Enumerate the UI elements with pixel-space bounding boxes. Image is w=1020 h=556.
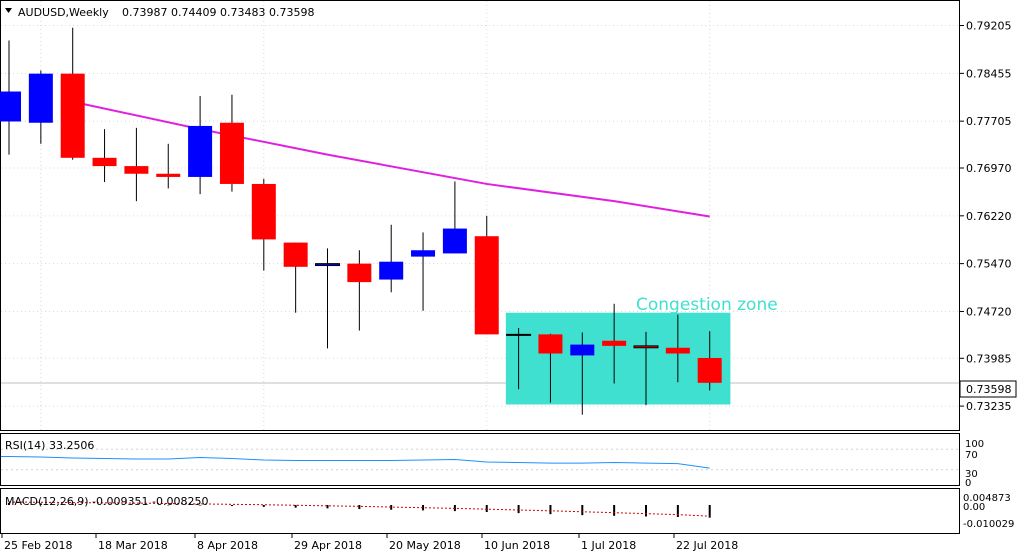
- x-tick-label: 10 Jun 2018: [484, 539, 550, 552]
- y-tick-label: 0.76220: [966, 210, 1012, 223]
- macd-layer: [8, 501, 711, 518]
- candle-body: [60, 73, 85, 158]
- x-tick-label: 20 May 2018: [389, 539, 461, 552]
- grid: [1, 1, 959, 430]
- candle-body: [251, 183, 276, 240]
- y-tick-label: 0.74720: [966, 305, 1012, 318]
- candle-body: [188, 125, 213, 177]
- candle-body: [219, 122, 244, 184]
- candle: [219, 94, 244, 192]
- rsi-panel-frame: [0, 433, 960, 486]
- candle-body: [538, 334, 563, 354]
- candle: [28, 70, 53, 144]
- candle-body: [347, 263, 372, 283]
- candle: [411, 232, 436, 311]
- rsi-layer: [1, 448, 959, 471]
- macd-level-top: 0.004873: [963, 493, 1011, 504]
- y-tick-label: 0.76970: [966, 162, 1012, 175]
- congestion-zone: [505, 312, 731, 405]
- moving-average-line: [72, 100, 710, 218]
- candle-body: [124, 166, 149, 174]
- candle-body: [411, 250, 436, 257]
- candle: [570, 332, 595, 415]
- candle-body: [92, 157, 117, 167]
- candle: [124, 127, 149, 202]
- current-price-value: 0.73598: [966, 383, 1012, 396]
- candle: [474, 215, 499, 335]
- candle-body: [602, 340, 627, 346]
- candle: [697, 331, 722, 391]
- y-tick-label: 0.73985: [966, 352, 1012, 365]
- y-tick-label: 0.78455: [966, 67, 1012, 80]
- candle: [315, 248, 340, 349]
- congestion-zone-label: Congestion zone: [636, 295, 778, 315]
- ohlc-values: 0.73987 0.74409 0.73483 0.73598: [122, 6, 314, 19]
- candle: [665, 314, 690, 383]
- y-tick-label: 0.73235: [966, 400, 1012, 413]
- rsi-level-30: 30: [965, 469, 978, 480]
- candle: [633, 331, 659, 406]
- macd-panel-frame: [0, 488, 960, 534]
- y-tick-label: 0.79205: [966, 20, 1012, 33]
- candle: [442, 181, 467, 254]
- y-tick-label: 0.75470: [966, 258, 1012, 271]
- macd-label: MACD(12,26,9) -0.009351 -0.008250: [5, 495, 208, 508]
- candle-body: [697, 357, 722, 383]
- macd-level-bottom: -0.010029: [963, 519, 1014, 530]
- candle: [379, 224, 404, 293]
- candle: [506, 328, 532, 390]
- candle-body: [0, 91, 21, 122]
- macd-level-zero: 0.00: [963, 502, 985, 513]
- candle: [188, 95, 213, 195]
- rsi-level-0: 0: [965, 478, 971, 489]
- congestion-zone-layer: [505, 312, 731, 405]
- candle-body: [474, 236, 499, 335]
- candle-body: [315, 263, 340, 267]
- moving-average-layer: [72, 100, 710, 218]
- time-axis: 25 Feb 2018 18 Mar 2018 8 Apr 2018 29 Apr 2…: [1, 534, 738, 552]
- chevron-down-icon[interactable]: [5, 8, 12, 13]
- candle-body: [633, 345, 659, 349]
- candle: [92, 129, 117, 183]
- price-axis: 0.79205 0.78455 0.77705 0.76970 0.76220 0.754…: [959, 20, 1012, 413]
- candle: [602, 303, 627, 384]
- candle-body: [379, 261, 404, 280]
- x-tick-label: 18 Mar 2018: [98, 539, 168, 552]
- candle-body: [570, 344, 595, 356]
- candle: [0, 40, 21, 155]
- rsi-label: RSI(14) 33.2506: [5, 439, 94, 452]
- candle-body: [665, 347, 690, 354]
- macd-signal-line: [8, 501, 710, 517]
- rsi-level-70: 70: [965, 450, 978, 461]
- candle-body: [156, 173, 181, 177]
- candle: [60, 27, 85, 160]
- y-tick-label: 0.77705: [966, 115, 1012, 128]
- symbol-timeframe: AUDUSD,Weekly: [18, 6, 109, 19]
- rsi-level-100: 100: [965, 439, 984, 450]
- x-tick-label: 25 Feb 2018: [4, 539, 72, 552]
- candle-body: [28, 73, 53, 123]
- candle: [251, 178, 276, 271]
- candle: [538, 333, 563, 403]
- main-panel-frame: [0, 0, 960, 431]
- candle: [347, 250, 372, 331]
- candle: [156, 143, 181, 189]
- x-tick-label: 1 Jul 2018: [581, 539, 636, 552]
- x-tick-label: 8 Apr 2018: [197, 539, 258, 552]
- rsi-line: [1, 455, 710, 469]
- current-price-badge: [959, 380, 1017, 398]
- candle-body: [442, 228, 467, 254]
- x-tick-label: 29 Apr 2018: [294, 539, 362, 552]
- x-tick-label: 22 Jul 2018: [676, 539, 738, 552]
- candles-layer: [0, 27, 722, 415]
- candle-body: [283, 242, 308, 267]
- candle: [283, 242, 308, 313]
- candle-body: [506, 333, 532, 336]
